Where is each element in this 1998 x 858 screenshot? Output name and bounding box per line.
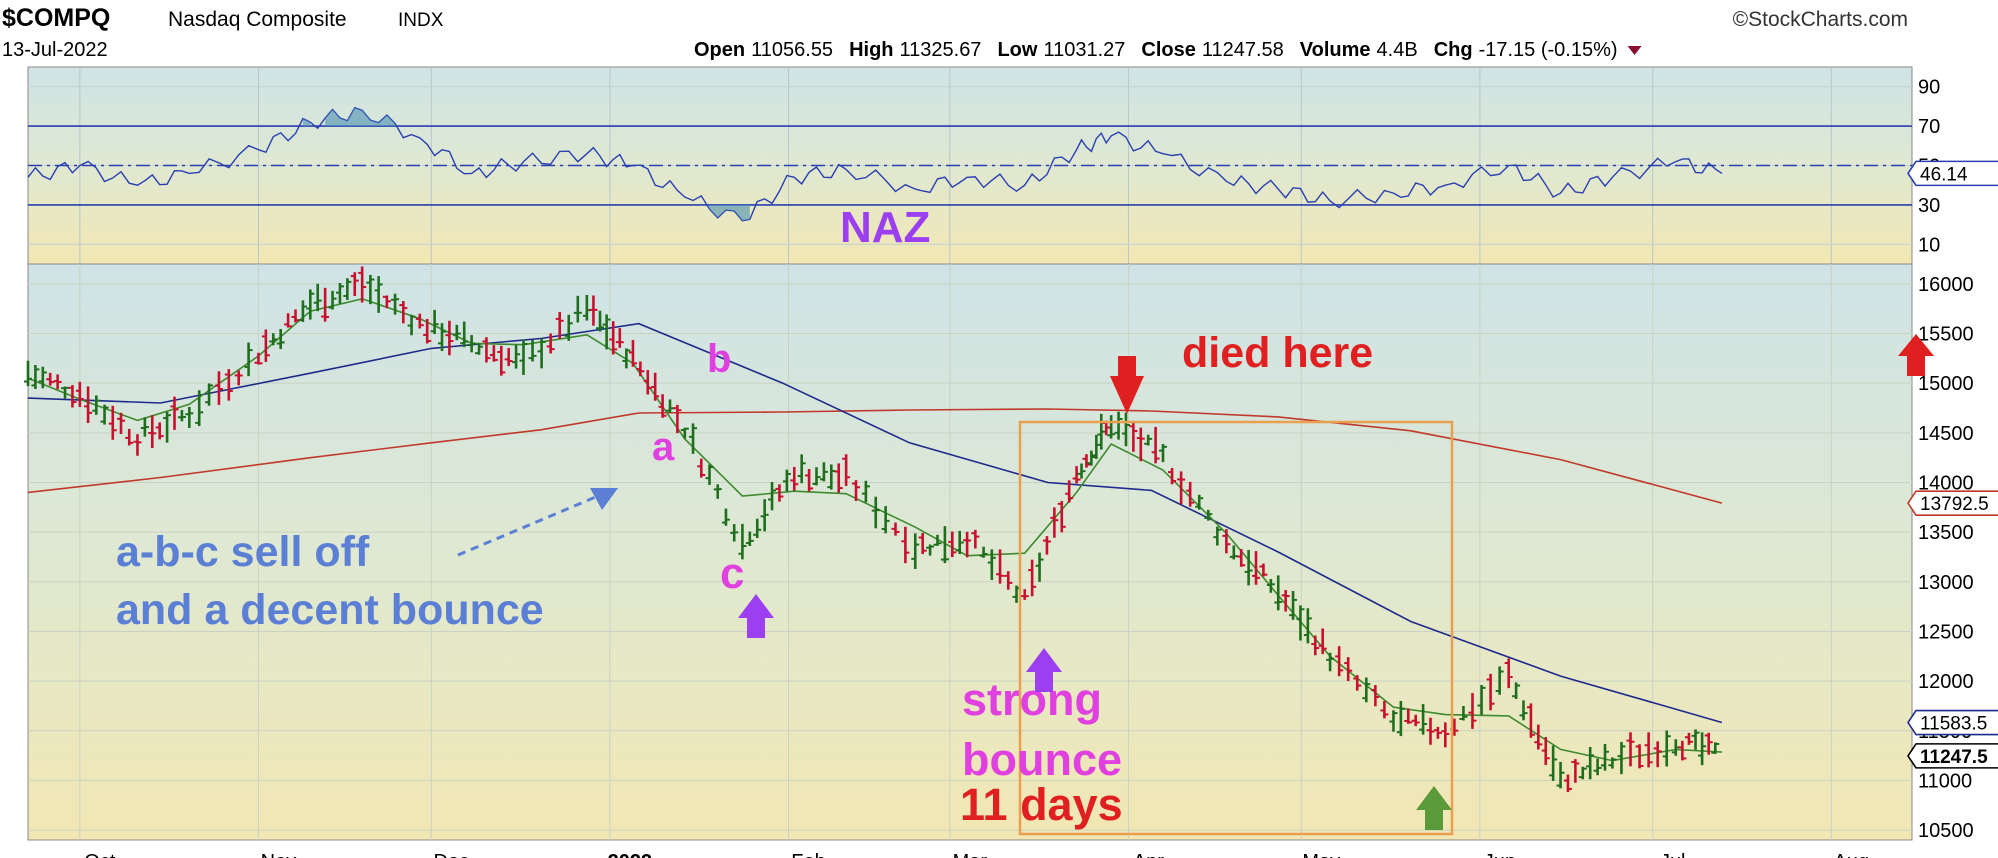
brand-label: ©StockCharts.com <box>1733 8 1908 31</box>
rsi-overbought-fill <box>370 120 379 127</box>
ma-long-value-badge: 13792.5 <box>1907 490 1998 516</box>
x-tick-label: May <box>1302 851 1340 858</box>
rsi-oversold-fill <box>725 204 735 211</box>
index-name: Nasdaq Composite <box>168 8 347 31</box>
close-value-badge: 11247.5 <box>1907 743 1998 769</box>
price-tick-label: 15500 <box>1918 324 1974 346</box>
price-tick-label: 11000 <box>1918 770 1972 792</box>
price-tick-label: 16000 <box>1918 274 1974 296</box>
x-tick-label: Mar <box>953 851 988 858</box>
abc-pointer-head <box>590 488 618 510</box>
abc-pointer-line <box>457 494 599 557</box>
price-tick-label: 13500 <box>1918 522 1974 544</box>
rsi-value-badge: 46.14 <box>1907 160 1998 187</box>
x-tick-label: Jun <box>1484 851 1516 858</box>
up-arrow-icon <box>1898 334 1934 376</box>
price-tick-label: 14000 <box>1918 472 1974 494</box>
ohlc-value: -17.15 (-0.15%) <box>1479 39 1618 61</box>
x-tick-label: Dec <box>434 851 470 858</box>
ohlc-row: Open 11056.55 High 11325.67 Low 11031.27 Close… <box>694 39 1642 61</box>
rsi-overbought-fill <box>339 117 348 127</box>
rsi-oversold-fill <box>717 204 726 218</box>
days-label: 11 days <box>960 779 1123 830</box>
rsi-overbought-fill <box>386 115 396 127</box>
rsi-overbought-fill <box>354 107 363 127</box>
wave-a-label: a <box>652 425 675 469</box>
rsi-oversold-fill <box>709 204 718 218</box>
price-tick-label: 10500 <box>1918 820 1974 842</box>
ohlc-value: 4.4B <box>1377 39 1418 61</box>
exchange-label: INDX <box>398 10 444 31</box>
naz-label: NAZ <box>840 203 930 252</box>
x-tick-label: Jul <box>1660 851 1686 858</box>
bounce-label: bounce <box>962 734 1122 785</box>
rsi-overbought-fill <box>362 110 371 127</box>
rsi-overbought-fill <box>332 109 340 127</box>
value-badge-label: 11247.5 <box>1920 747 1988 768</box>
ohlc-value: 11056.55 <box>751 39 833 61</box>
price-tick-label: 13000 <box>1918 572 1974 594</box>
price-tick-label: 14500 <box>1918 423 1974 445</box>
wave-c-label: c <box>720 549 744 598</box>
died-here-label: died here <box>1182 329 1373 377</box>
symbol-label: $COMPQ <box>2 4 110 32</box>
analysis-box <box>1018 420 1454 836</box>
price-tick-label: 12000 <box>1918 671 1974 693</box>
x-tick-label: Aug <box>1834 851 1870 858</box>
rsi-tick-label: 30 <box>1918 195 1940 217</box>
ohlc-label: Close <box>1141 39 1195 61</box>
strong-label: strong <box>962 674 1102 725</box>
rsi-line <box>27 106 1723 222</box>
rsi-tick-label: 90 <box>1918 77 1940 99</box>
wave-b-label: b <box>707 337 731 381</box>
rsi-overbought-fill <box>325 109 333 127</box>
abc-note-line1: a-b-c sell off <box>116 528 370 576</box>
ohlc-label: High <box>849 39 893 61</box>
ohlc-label: Volume <box>1300 39 1371 61</box>
ohlc-label: Chg <box>1434 39 1473 61</box>
value-badge-label: 11583.5 <box>1920 714 1987 735</box>
x-tick-label: Apr <box>1133 851 1164 858</box>
x-tick-label: Nov <box>261 851 297 858</box>
ma-long-line <box>27 408 1723 504</box>
ohlc-label: Open <box>694 39 745 61</box>
x-tick-label: 2022 <box>608 851 653 858</box>
value-badge-label: 13792.5 <box>1920 494 1989 515</box>
date-label: 13-Jul-2022 <box>2 39 108 61</box>
up-arrow-icon <box>738 594 774 638</box>
change-down-icon <box>1627 46 1642 55</box>
rsi-oversold-fill <box>734 204 743 221</box>
price-tick-label: 15000 <box>1918 373 1974 395</box>
rsi-oversold-fill <box>742 204 750 221</box>
rsi-tick-label: 10 <box>1918 234 1940 256</box>
x-tick-label: Feb <box>791 851 825 858</box>
ohlc-value: 11031.27 <box>1043 39 1125 61</box>
ma-mid-line <box>27 322 1723 724</box>
rsi-overbought-fill <box>378 115 387 127</box>
ohlc-label: Low <box>997 39 1037 61</box>
price-tick-label: 12500 <box>1918 621 1974 643</box>
value-badge-label: 46.14 <box>1920 164 1968 185</box>
down-arrow-icon <box>1110 356 1144 414</box>
x-tick-label: Oct <box>84 851 116 858</box>
ma-mid-value-badge: 11583.5 <box>1907 709 1998 736</box>
rsi-overbought-fill <box>347 107 355 127</box>
up-arrow-icon <box>1026 648 1062 692</box>
price-panel <box>24 263 1913 841</box>
ohlc-value: 11247.58 <box>1202 39 1284 61</box>
up-arrow-icon <box>1416 786 1452 830</box>
rsi-overbought-fill <box>302 118 311 127</box>
ohlc-value: 11325.67 <box>900 39 982 61</box>
rsi-tick-label: 70 <box>1918 116 1940 138</box>
rsi-panel <box>27 66 1913 265</box>
abc-note-line2: and a decent bounce <box>116 586 544 634</box>
